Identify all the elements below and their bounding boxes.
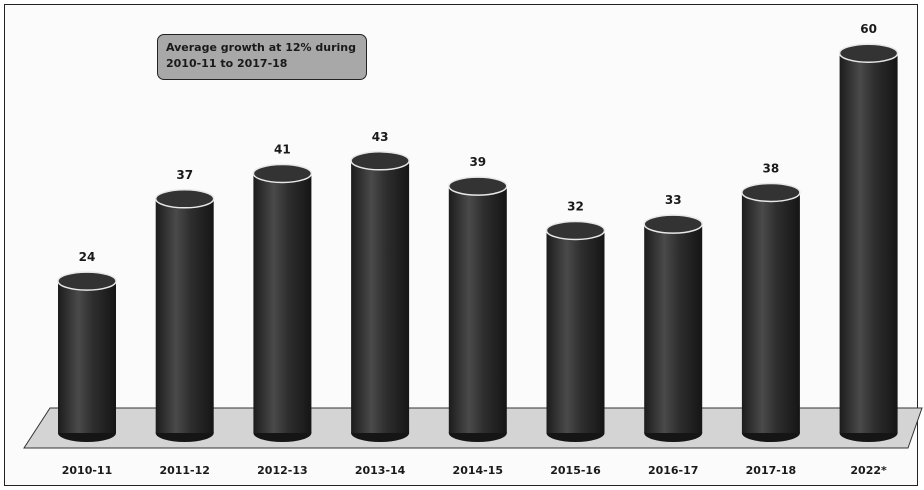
x-axis-tick-labels: 2010-11 2011-12 2012-13 2013-14 2014-15 2015-… bbox=[62, 464, 887, 477]
bar-2014-15 bbox=[448, 176, 508, 442]
x-tick-2017-18: 2017-18 bbox=[746, 464, 797, 477]
x-tick-2016-17: 2016-17 bbox=[648, 464, 699, 477]
data-label-2011-12: 37 bbox=[176, 168, 193, 182]
data-label-2015-16: 32 bbox=[567, 199, 584, 213]
bar-2016-17 bbox=[643, 214, 703, 442]
x-tick-2022*: 2022* bbox=[850, 464, 887, 477]
bar-2013-14 bbox=[350, 151, 410, 442]
bar-2022* bbox=[838, 43, 899, 442]
x-tick-2011-12: 2011-12 bbox=[159, 464, 210, 477]
x-tick-2015-16: 2015-16 bbox=[550, 464, 601, 477]
data-label-2010-11: 24 bbox=[79, 250, 96, 264]
x-tick-2013-14: 2013-14 bbox=[355, 464, 406, 477]
growth-annotation-box: Average growth at 12% during 2010-11 to … bbox=[157, 34, 367, 80]
bar-2012-13 bbox=[252, 163, 313, 442]
data-label-2016-17: 33 bbox=[665, 193, 682, 207]
bars-group bbox=[57, 43, 899, 442]
data-label-2013-14: 43 bbox=[372, 130, 389, 144]
bar-2017-18 bbox=[741, 182, 801, 442]
data-label-2022*: 60 bbox=[860, 22, 877, 36]
bar-2015-16 bbox=[545, 220, 606, 442]
x-tick-2010-11: 2010-11 bbox=[62, 464, 113, 477]
bar-2011-12 bbox=[154, 189, 215, 442]
x-tick-2012-13: 2012-13 bbox=[257, 464, 308, 477]
data-label-2017-18: 38 bbox=[763, 161, 780, 175]
data-label-2014-15: 39 bbox=[469, 155, 486, 169]
data-labels-group: 24 37 41 43 39 32 33 38 60 bbox=[79, 22, 877, 264]
x-tick-2014-15: 2014-15 bbox=[453, 464, 504, 477]
data-label-2012-13: 41 bbox=[274, 142, 291, 156]
bar-2010-11 bbox=[57, 271, 117, 442]
